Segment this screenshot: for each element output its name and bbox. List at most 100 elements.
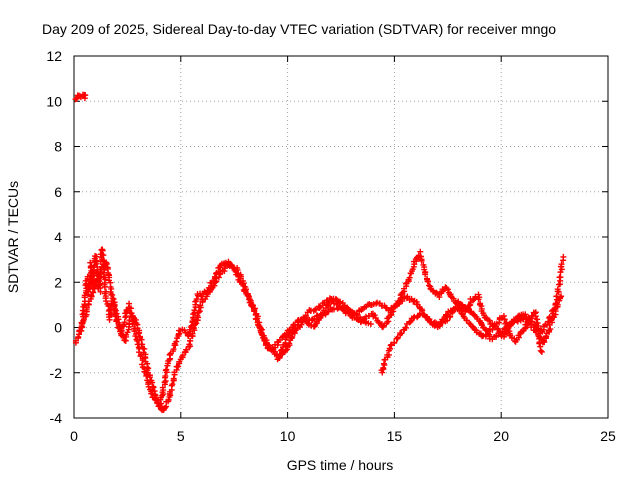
data-point	[159, 384, 166, 391]
y-tick-label: 8	[54, 139, 62, 155]
data-point	[234, 266, 241, 273]
x-tick-label: 10	[280, 428, 296, 444]
data-point	[560, 253, 567, 260]
data-point	[425, 278, 432, 285]
data-point	[101, 283, 108, 290]
data-point	[380, 364, 387, 371]
data-point	[286, 340, 293, 347]
data-point	[480, 332, 487, 339]
y-tick-label: 10	[46, 93, 62, 109]
data-point	[558, 293, 565, 300]
data-point	[89, 289, 96, 296]
data-point	[170, 346, 177, 353]
x-axis-label: GPS time / hours	[287, 457, 394, 473]
data-point	[501, 316, 508, 323]
data-point	[118, 327, 125, 334]
data-point	[80, 317, 87, 324]
data-point	[109, 295, 116, 302]
y-tick-label: 12	[46, 48, 62, 64]
data-point	[121, 319, 128, 326]
data-point	[243, 286, 250, 293]
data-point	[312, 306, 319, 313]
data-point	[532, 313, 539, 320]
data-point	[128, 310, 135, 317]
data-point	[124, 329, 131, 336]
data-point	[406, 274, 413, 281]
data-point	[183, 346, 190, 353]
data-point	[371, 312, 378, 319]
x-tick-label: 0	[70, 428, 78, 444]
data-point	[86, 284, 93, 291]
data-point	[422, 271, 429, 278]
data-point	[139, 361, 146, 368]
data-point	[150, 384, 157, 391]
data-point	[115, 319, 122, 326]
data-points	[72, 91, 567, 414]
data-point	[402, 324, 409, 331]
data-point	[538, 348, 545, 355]
data-point	[330, 306, 337, 313]
data-point	[113, 310, 120, 317]
data-point	[316, 314, 323, 321]
data-point	[251, 308, 258, 315]
data-point	[194, 312, 201, 319]
data-point	[170, 375, 177, 382]
data-point	[211, 282, 218, 289]
x-tick-label: 25	[600, 428, 616, 444]
data-point	[240, 280, 247, 287]
data-point	[462, 304, 469, 311]
data-point	[536, 340, 543, 347]
data-point	[418, 257, 425, 264]
data-point	[524, 319, 531, 326]
data-point	[87, 264, 94, 271]
y-tick-labels: -4 -2 0 2 4 6 8 10 12	[46, 48, 62, 426]
data-point	[162, 373, 169, 380]
data-point	[249, 302, 256, 309]
data-point	[103, 260, 110, 267]
data-point	[103, 298, 110, 305]
data-point	[557, 294, 564, 301]
data-point	[404, 293, 411, 300]
data-point	[444, 311, 451, 318]
data-point	[100, 252, 107, 259]
data-point	[179, 352, 186, 359]
grid	[74, 56, 608, 418]
data-point	[316, 305, 323, 312]
data-point	[163, 366, 170, 373]
data-point	[391, 339, 398, 346]
data-point	[547, 326, 554, 333]
y-tick-label: 0	[54, 320, 62, 336]
data-point	[302, 312, 309, 319]
data-point	[367, 321, 374, 328]
y-axis-label: SDTVAR / TECUs	[5, 181, 21, 293]
x-tick-labels: 0 5 10 15 20 25	[70, 428, 616, 444]
data-point	[555, 281, 562, 288]
data-point	[212, 279, 219, 286]
data-point	[362, 313, 369, 320]
data-point	[398, 330, 405, 337]
data-point	[360, 316, 367, 323]
y-tick-label: -2	[50, 365, 63, 381]
data-point	[554, 286, 561, 293]
chart-title: Day 209 of 2025, Sidereal Day-to-day VTE…	[42, 21, 556, 37]
data-point	[108, 291, 115, 298]
data-point	[245, 296, 252, 303]
data-point	[514, 318, 521, 325]
data-point	[533, 328, 540, 335]
data-point	[99, 247, 106, 254]
data-point	[110, 296, 117, 303]
data-point	[248, 303, 255, 310]
data-point	[534, 320, 541, 327]
data-point	[135, 330, 142, 337]
data-point	[455, 298, 462, 305]
data-point	[258, 331, 265, 338]
data-point	[558, 261, 565, 268]
data-point	[522, 311, 529, 318]
data-point	[282, 347, 289, 354]
y-tick-label: 6	[54, 184, 62, 200]
data-point	[106, 316, 113, 323]
data-point	[197, 302, 204, 309]
data-point	[73, 95, 80, 102]
data-point	[537, 347, 544, 354]
